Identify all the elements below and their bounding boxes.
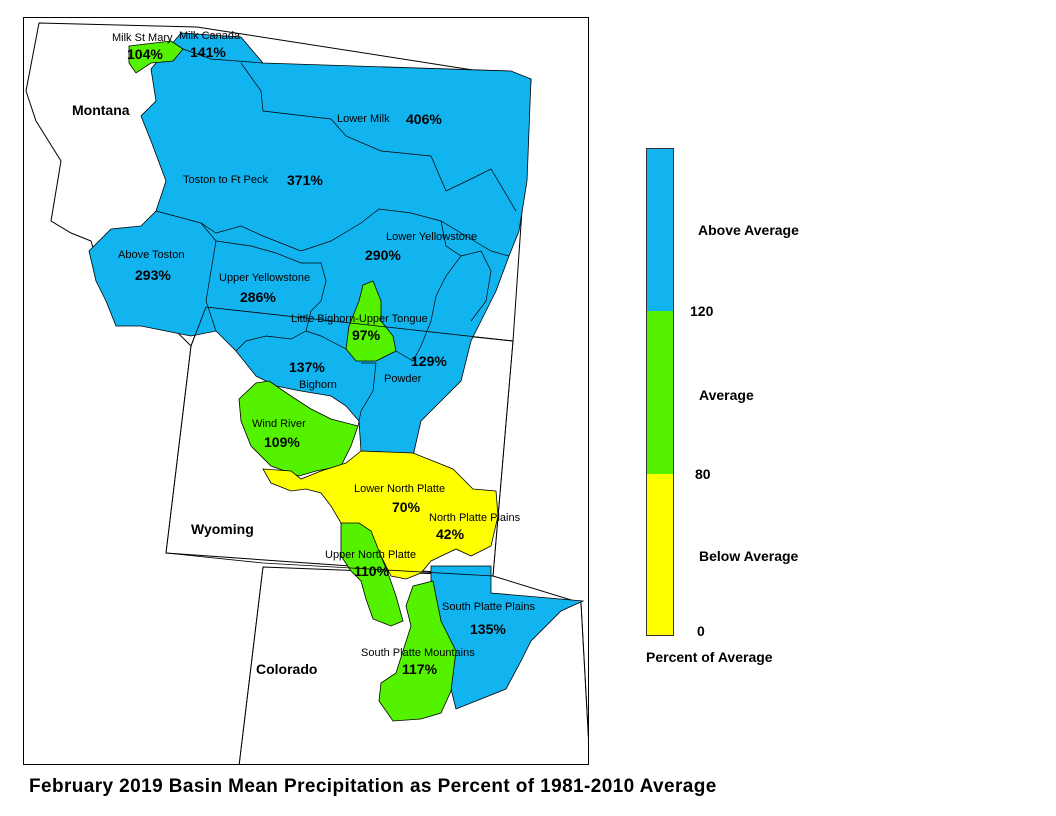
boundary-above-toston — [200, 222, 217, 332]
label-toston-ft-peck: Toston to Ft Peck — [183, 174, 268, 186]
legend-swatch-average — [647, 311, 673, 474]
label-milk-st-mary: Milk St Mary — [112, 32, 173, 44]
legend-break-120: 120 — [690, 303, 714, 319]
state-label-wyoming: Wyoming — [191, 521, 254, 537]
label-wind-river: Wind River — [252, 418, 306, 430]
legend-color-bar — [646, 148, 674, 636]
pct-toston-ft-peck: 371% — [287, 172, 323, 188]
boundary-milk — [182, 48, 264, 64]
line-mt-wy — [205, 306, 514, 342]
pct-north-platte-plains: 42% — [436, 526, 465, 542]
label-south-platte-plains: South Platte Plains — [442, 601, 535, 613]
page-title: February 2019 Basin Mean Precipitation a… — [29, 776, 717, 797]
boundary-bighorn — [305, 330, 377, 427]
label-above-toston: Above Toston — [118, 249, 185, 261]
label-powder: Powder — [384, 373, 422, 385]
region-south-platte-mountains — [378, 580, 457, 722]
pct-upper-yellowstone: 286% — [240, 289, 276, 305]
pct-lower-milk: 406% — [406, 111, 442, 127]
legend-title: Percent of Average — [646, 649, 773, 665]
pct-upper-north-platte: 110% — [354, 563, 390, 579]
region-lower-north-platte — [262, 450, 499, 580]
line-wy-co — [165, 552, 494, 577]
line-wy-east — [492, 340, 514, 577]
pct-lower-north-platte: 70% — [392, 499, 421, 515]
below-average-regions — [262, 450, 499, 580]
pct-bighorn: 137% — [289, 359, 325, 375]
pct-above-toston: 293% — [135, 267, 171, 283]
legend-label-average: Average — [699, 387, 754, 403]
pct-milk-st-mary: 104% — [127, 46, 163, 62]
boundary-upper-yellowstone — [215, 240, 327, 352]
line-wy-west — [165, 306, 207, 554]
region-little-bighorn — [345, 280, 397, 362]
map-frame: Milk St Mary 104% Milk Canada 141% Lower… — [23, 17, 589, 765]
basin-map — [25, 22, 588, 764]
line-co-east — [580, 602, 588, 738]
pct-wind-river: 109% — [264, 434, 300, 450]
pct-powder: 129% — [411, 353, 447, 369]
legend-break-80: 80 — [695, 466, 711, 482]
label-lower-north-platte: Lower North Platte — [354, 483, 446, 495]
label-milk-canada: Milk Canada — [179, 30, 241, 42]
boundary-powder — [460, 250, 492, 322]
label-lower-milk: Lower Milk — [337, 113, 390, 125]
state-label-montana: Montana — [72, 102, 130, 118]
region-milk-st-mary — [128, 40, 184, 74]
state-label-colorado: Colorado — [256, 661, 318, 677]
legend-label-above-average: Above Average — [698, 222, 799, 238]
line-co-west — [238, 566, 264, 764]
label-bighorn: Bighorn — [299, 379, 337, 391]
state-lines — [165, 306, 588, 764]
pct-south-platte-mountains: 117% — [402, 661, 438, 677]
label-little-bighorn: Little Bighorn-Upper Tongue — [291, 313, 428, 325]
boundary-toston — [155, 208, 510, 257]
basin-boundaries — [155, 48, 517, 427]
label-north-platte-plains: North Platte Plains — [429, 512, 521, 524]
legend-label-below-average: Below Average — [699, 548, 799, 564]
boundary-lower-yellowstone — [395, 220, 462, 362]
pct-south-platte-plains: 135% — [470, 621, 506, 637]
pct-little-bighorn: 97% — [352, 327, 381, 343]
label-lower-yellowstone: Lower Yellowstone — [386, 231, 478, 243]
label-upper-north-platte: Upper North Platte — [325, 549, 417, 561]
pct-lower-yellowstone: 290% — [365, 247, 401, 263]
average-regions — [128, 40, 457, 722]
pct-milk-canada: 141% — [190, 44, 226, 60]
legend-swatch-above-average — [647, 149, 673, 311]
boundary-lower-milk — [240, 62, 517, 212]
label-upper-yellowstone: Upper Yellowstone — [219, 272, 311, 284]
label-south-platte-mountains: South Platte Mountains — [361, 647, 475, 659]
legend-break-0: 0 — [697, 623, 705, 639]
legend-swatch-below-average — [647, 474, 673, 635]
